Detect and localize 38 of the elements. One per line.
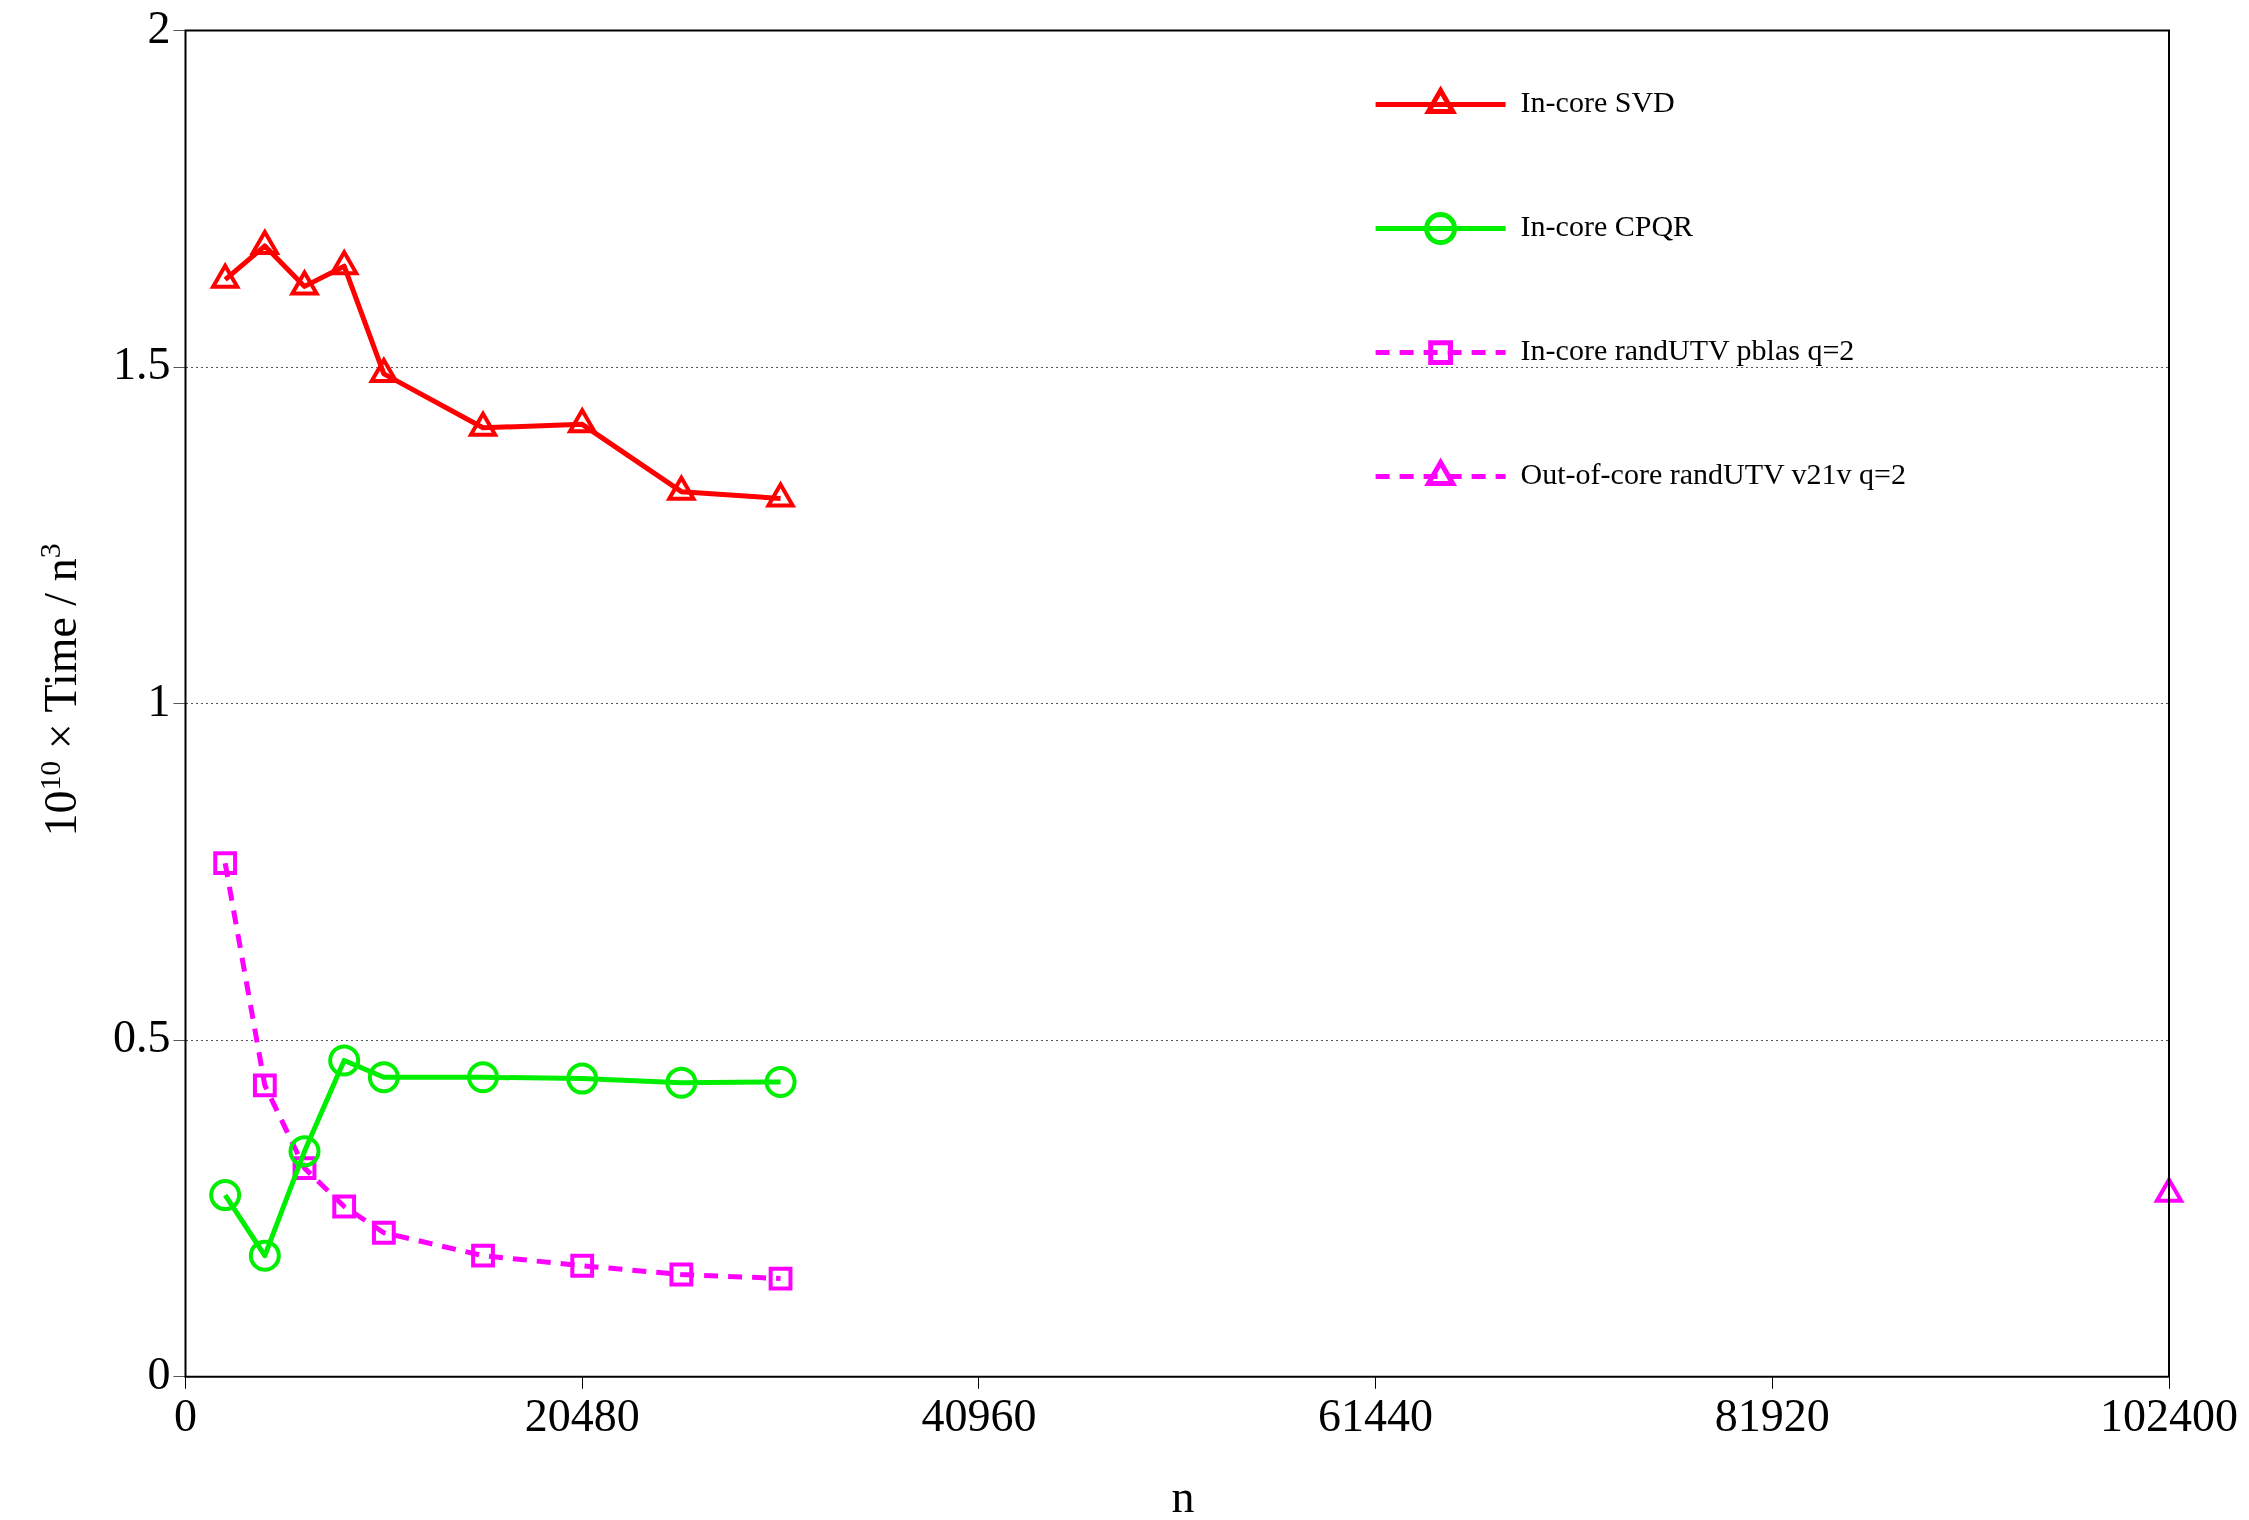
point — [467, 1061, 500, 1094]
legend-label: In-core randUTV pblas q=2 — [1520, 333, 1855, 367]
x-tick-label: 81920 — [1714, 1390, 1830, 1442]
point — [252, 1073, 277, 1098]
point — [209, 1179, 242, 1212]
point — [248, 1239, 281, 1272]
y-tick-label: 0 — [147, 1347, 171, 1399]
x-tick-label: 20480 — [524, 1390, 640, 1442]
point — [566, 1062, 599, 1095]
point — [290, 270, 319, 296]
x-axis-title: n — [1171, 1470, 1195, 1520]
legend-label: In-core CPQR — [1520, 209, 1694, 243]
point — [471, 1243, 495, 1268]
point — [766, 482, 795, 508]
point — [665, 1066, 698, 1099]
point — [768, 1266, 793, 1291]
legend-label: In-core SVD — [1520, 85, 1675, 119]
point — [288, 1135, 321, 1168]
point — [332, 1194, 357, 1219]
point — [330, 250, 359, 276]
y-tick-label: 2 — [147, 1, 171, 53]
legend-label: Out-of-core randUTV v21v q=2 — [1520, 457, 1907, 491]
point — [213, 851, 238, 876]
point — [669, 1262, 694, 1287]
x-tick-label: 61440 — [1318, 1390, 1434, 1442]
x-tick-label: 102400 — [2100, 1390, 2238, 1442]
point — [371, 1220, 396, 1245]
point — [367, 1061, 400, 1094]
point — [328, 1044, 361, 1077]
point — [764, 1065, 797, 1098]
point — [570, 1253, 595, 1278]
y-tick-label: 1.5 — [113, 338, 171, 390]
x-tick-label: 40960 — [921, 1390, 1037, 1442]
y-tick-label: 1 — [147, 674, 171, 726]
point — [568, 408, 597, 434]
point — [369, 357, 398, 383]
point — [250, 229, 279, 255]
y-tick-label: 0.5 — [113, 1011, 171, 1063]
